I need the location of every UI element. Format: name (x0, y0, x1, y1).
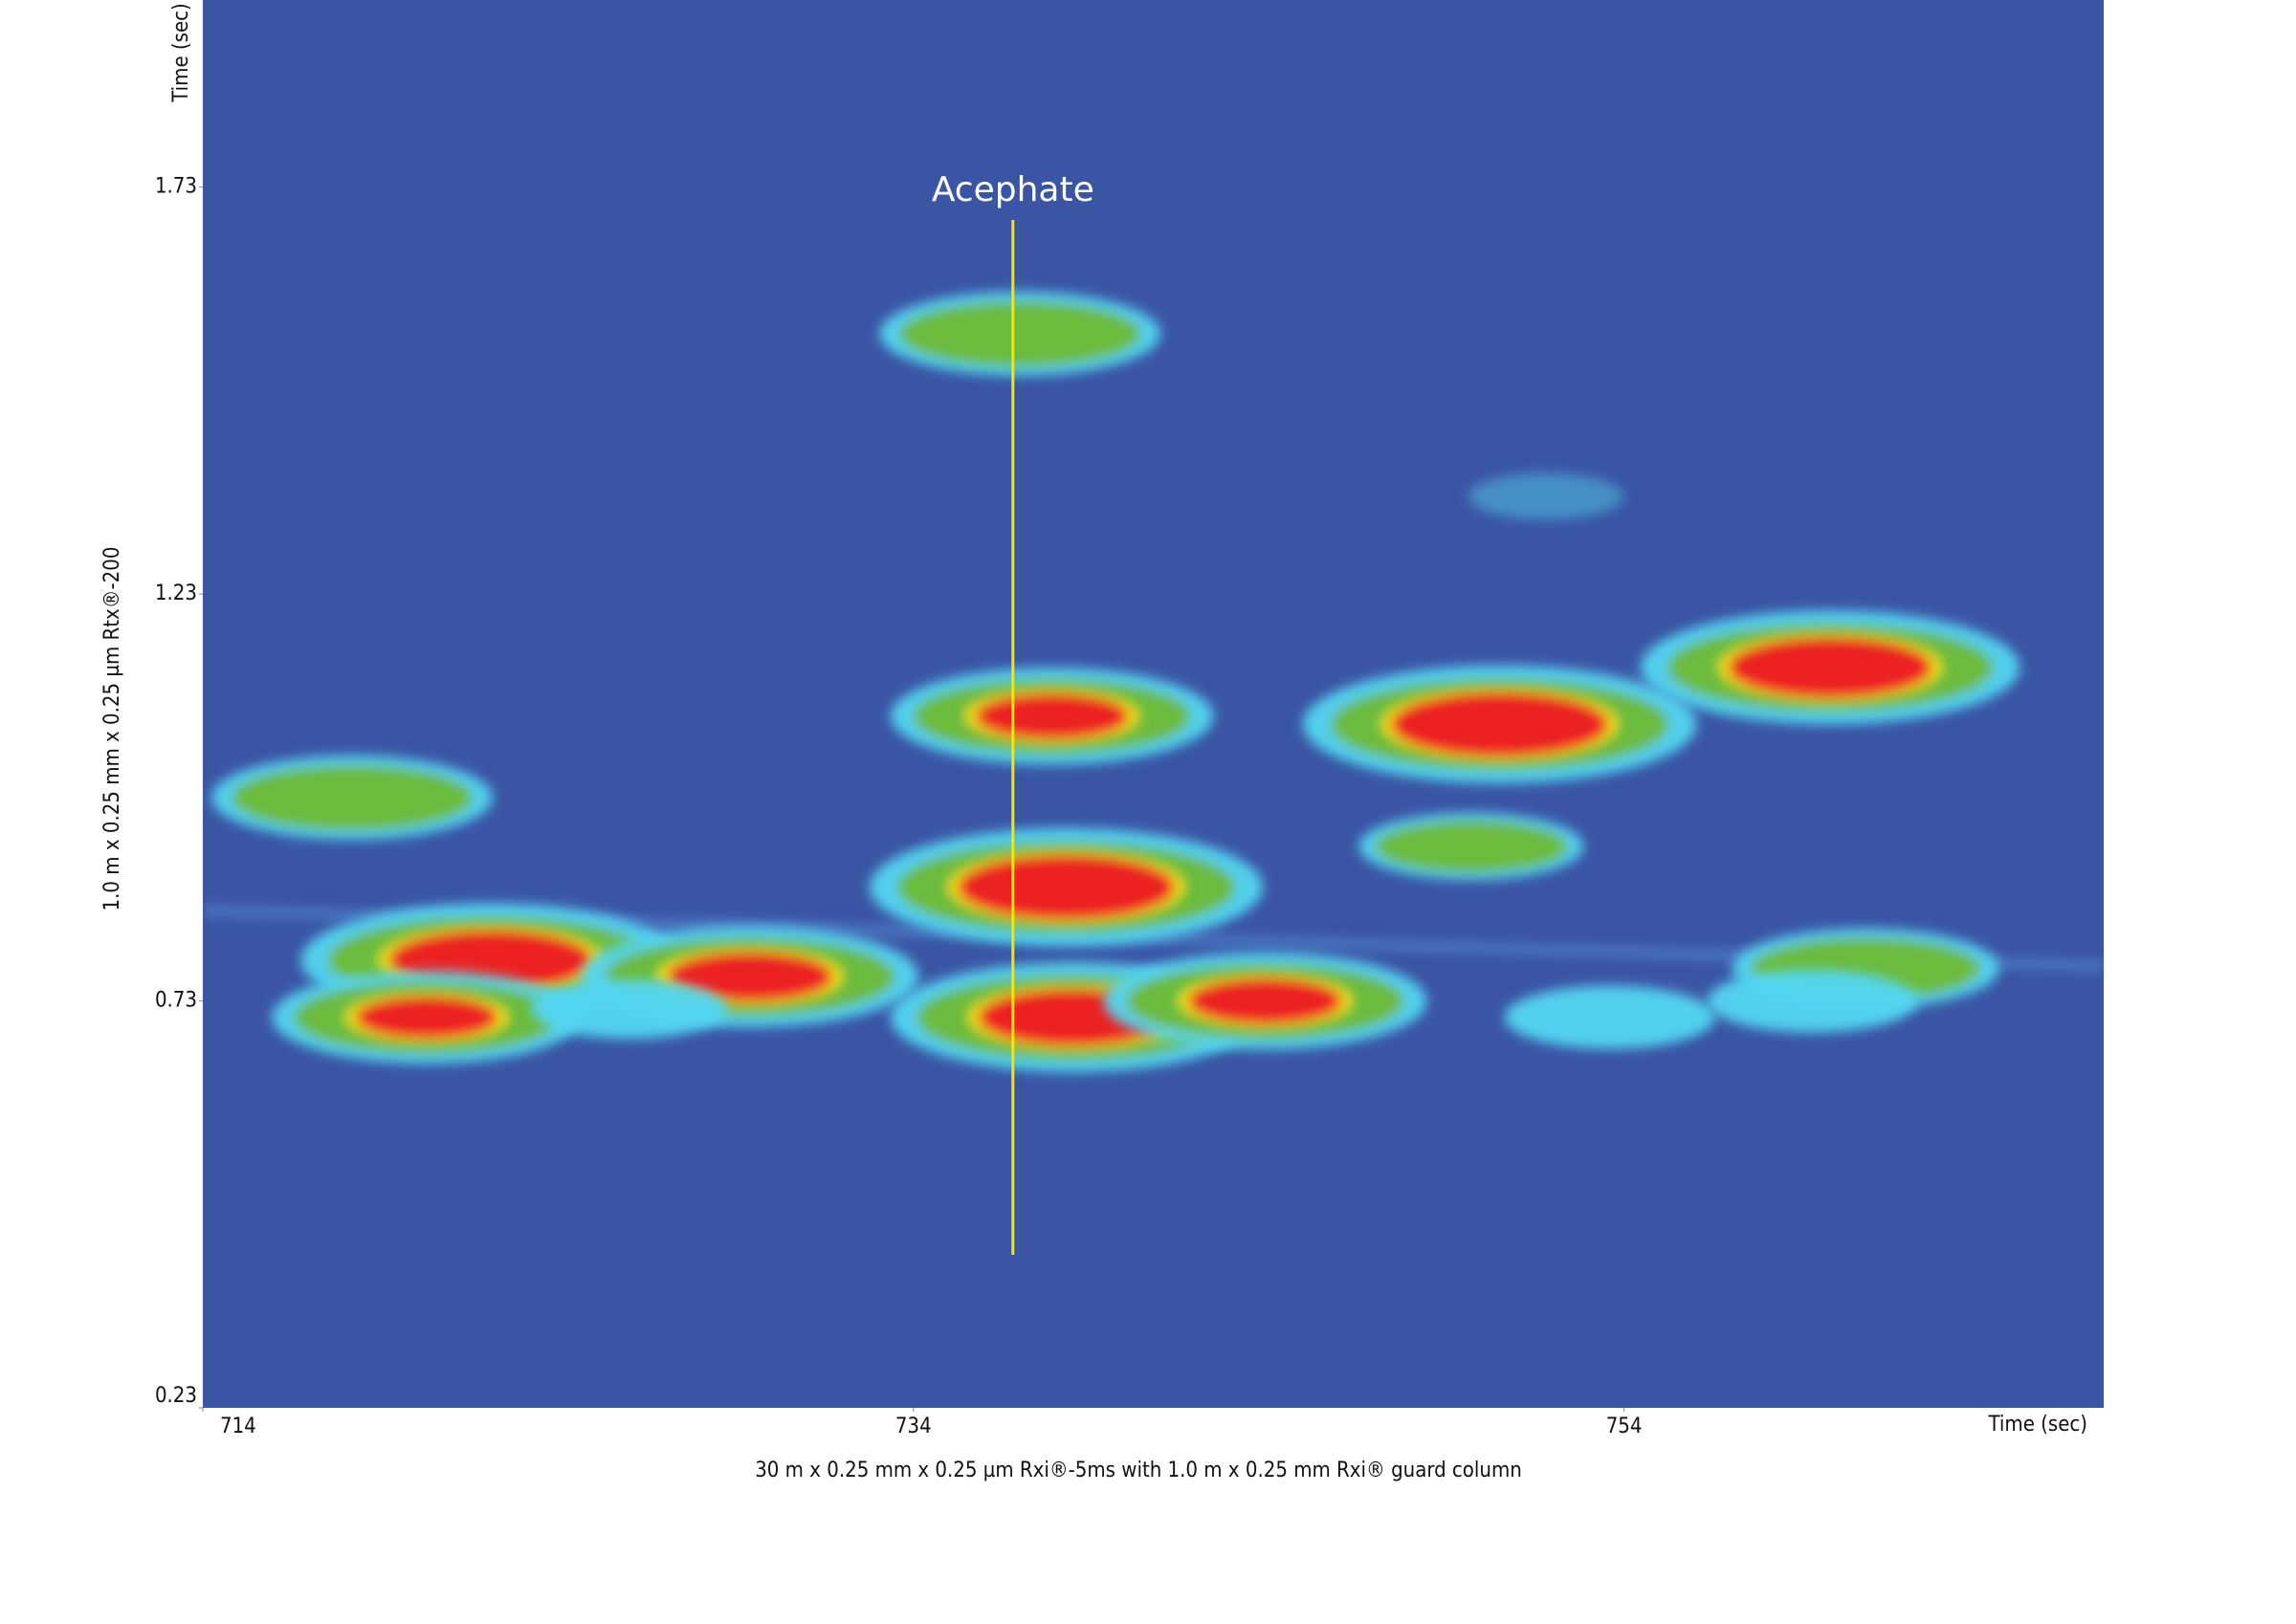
peak (879, 291, 1161, 376)
y-tick-label: 0.23 (155, 1384, 197, 1408)
x-tick-label: 714 (220, 1415, 256, 1438)
plot-content (203, 291, 2104, 1072)
y-unit-label: Time (sec) (169, 3, 193, 102)
peak-core (667, 951, 833, 1002)
annotation-label: Acephate (932, 170, 1094, 209)
peak (272, 971, 582, 1064)
peak (1302, 665, 1697, 783)
x-tick-label: 734 (895, 1415, 932, 1438)
peak-mid (898, 300, 1141, 367)
peak-halo (1504, 985, 1715, 1049)
y-tick-label: 1.73 (155, 175, 197, 199)
peak-mid (231, 764, 474, 831)
peak-core (1390, 691, 1609, 757)
peak-mid (1374, 820, 1568, 873)
peak (1640, 610, 2020, 725)
peak (1358, 812, 1584, 881)
y-tick-label: 0.73 (155, 989, 197, 1013)
y-axis-title: 1.0 m x 0.25 mm x 0.25 µm Rtx®-200 (100, 547, 124, 911)
y-tick-label: 1.23 (155, 582, 197, 605)
peak-core (1187, 977, 1343, 1024)
peak-core (975, 692, 1130, 739)
peak-core (1728, 636, 1932, 698)
peak (530, 979, 728, 1039)
peak-core (355, 996, 498, 1039)
peak-core (957, 854, 1176, 920)
peak-halo (1468, 472, 1623, 520)
peak-halo (1707, 969, 1918, 1033)
peak (1103, 952, 1427, 1050)
peak (1707, 969, 1918, 1033)
peak-halo (530, 979, 728, 1039)
x-tick-label: 754 (1606, 1415, 1643, 1438)
x-unit-label: Time (sec) (1988, 1413, 2087, 1437)
peak (1468, 472, 1623, 520)
peak (890, 668, 1214, 765)
peak (1504, 985, 1715, 1049)
peak (211, 755, 493, 840)
x-axis-title: 30 m x 0.25 mm x 0.25 µm Rxi®-5ms with 1… (755, 1459, 1522, 1482)
peak (869, 827, 1264, 947)
